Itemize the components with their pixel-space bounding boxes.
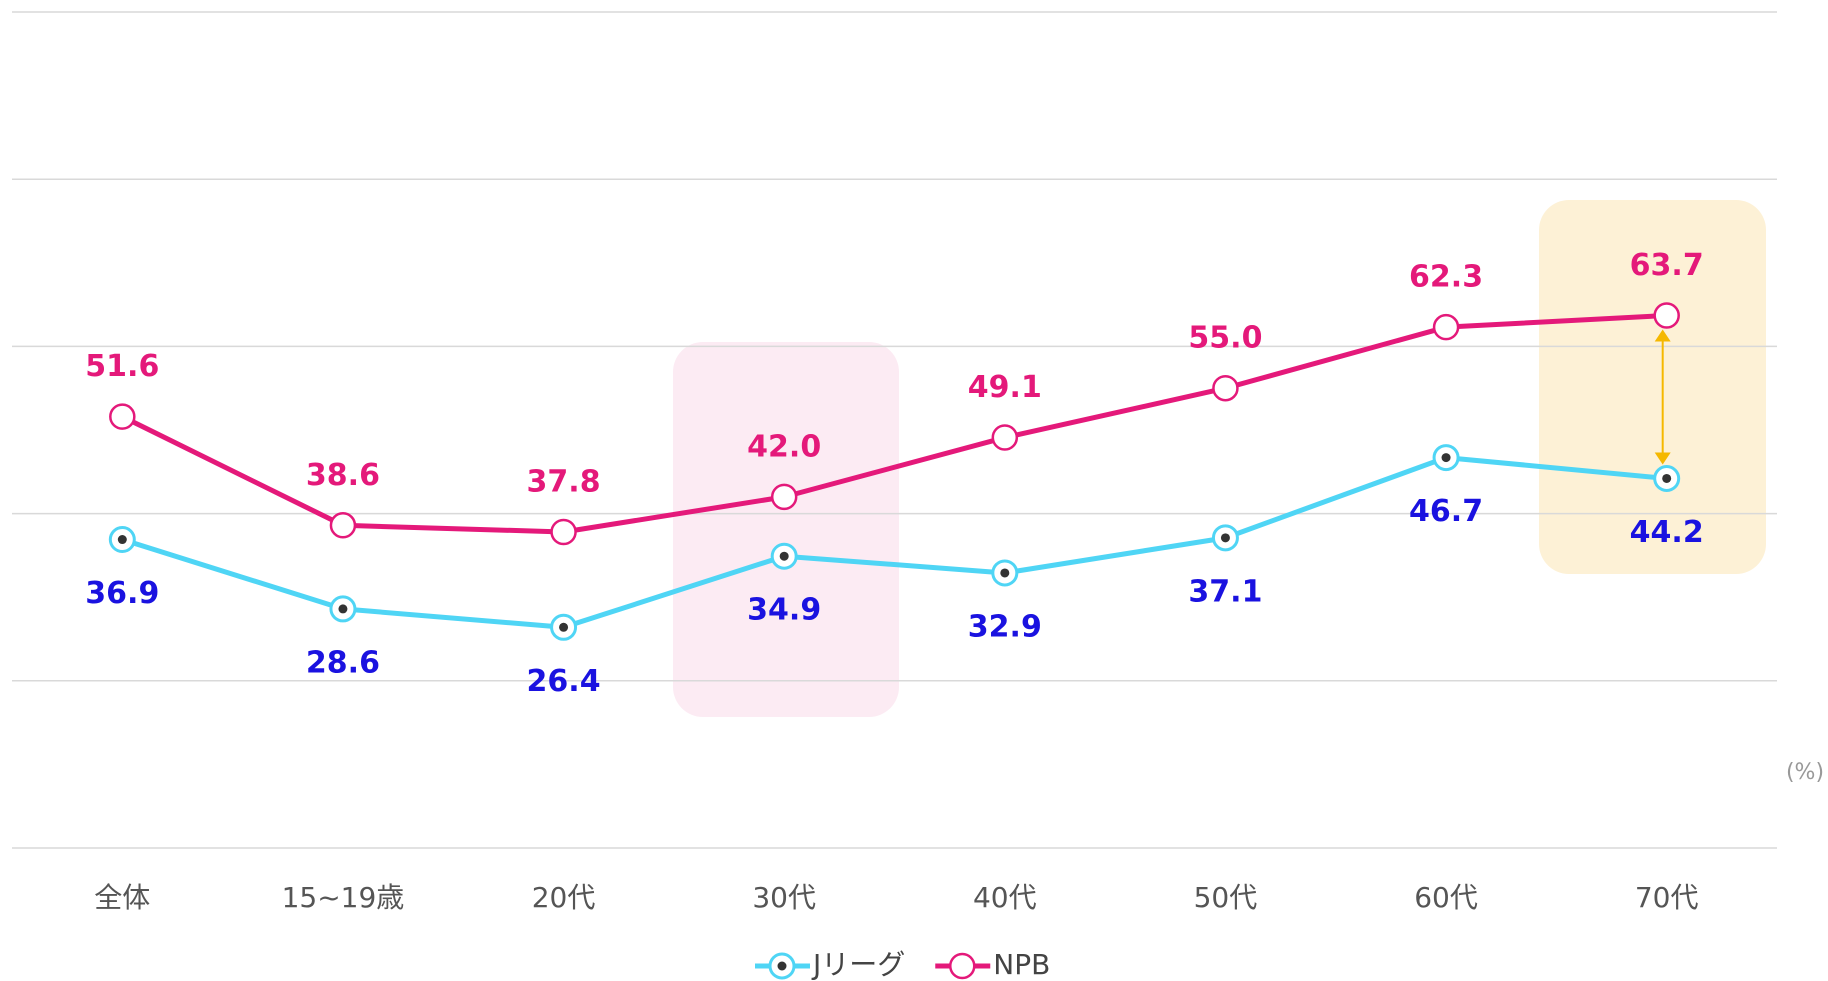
x-tick-label: 30代 (752, 881, 816, 914)
marker-dot (1220, 533, 1230, 543)
marker-dot (559, 622, 569, 632)
x-tick-label: 70代 (1635, 881, 1699, 914)
marker (1653, 302, 1680, 329)
data-label: 46.7 (1409, 494, 1483, 529)
marker (329, 512, 357, 539)
marker (770, 483, 798, 511)
marker-dot (777, 961, 787, 971)
data-label: 55.0 (1188, 321, 1262, 356)
marker (550, 518, 577, 546)
highlight-70s (1539, 200, 1766, 574)
data-label: 28.6 (306, 645, 380, 680)
data-label: 62.3 (1409, 260, 1483, 295)
data-label: 32.9 (968, 609, 1042, 644)
x-tick-label: 50代 (1194, 881, 1258, 914)
marker-dot (1662, 473, 1672, 483)
data-label: 49.1 (968, 370, 1042, 405)
series-line (121, 455, 1667, 630)
data-label: 36.9 (85, 576, 159, 611)
marker (109, 403, 136, 430)
marker (991, 424, 1019, 451)
marker (1212, 374, 1239, 402)
marker-dot (117, 535, 127, 545)
data-label: 51.6 (85, 349, 159, 384)
legend-label: NPB (993, 948, 1050, 981)
marker-dot (1000, 568, 1010, 578)
marker (1432, 313, 1460, 341)
marker (949, 952, 976, 980)
data-label: 44.2 (1630, 515, 1704, 550)
unit-label: (%) (1786, 760, 1824, 785)
marker-dot (338, 604, 348, 614)
data-label: 26.4 (527, 664, 601, 699)
x-tick-label: 全体 (94, 881, 150, 914)
data-label: 42.0 (747, 429, 821, 464)
data-label: 34.9 (747, 593, 821, 628)
data-label: 37.8 (527, 464, 601, 499)
x-tick-label: 60代 (1414, 881, 1478, 914)
legend-label: Jリーグ (811, 948, 905, 981)
x-tick-label: 15~19歳 (282, 881, 405, 914)
x-tick-label: 20代 (532, 881, 596, 914)
marker-dot (1441, 453, 1451, 463)
data-label: 63.7 (1630, 248, 1704, 283)
data-label: 37.1 (1188, 574, 1262, 609)
highlight-30s (673, 342, 899, 717)
series-line (121, 312, 1667, 535)
x-tick-label: 40代 (973, 881, 1037, 914)
data-label: 38.6 (306, 458, 380, 493)
marker-dot (779, 551, 789, 561)
